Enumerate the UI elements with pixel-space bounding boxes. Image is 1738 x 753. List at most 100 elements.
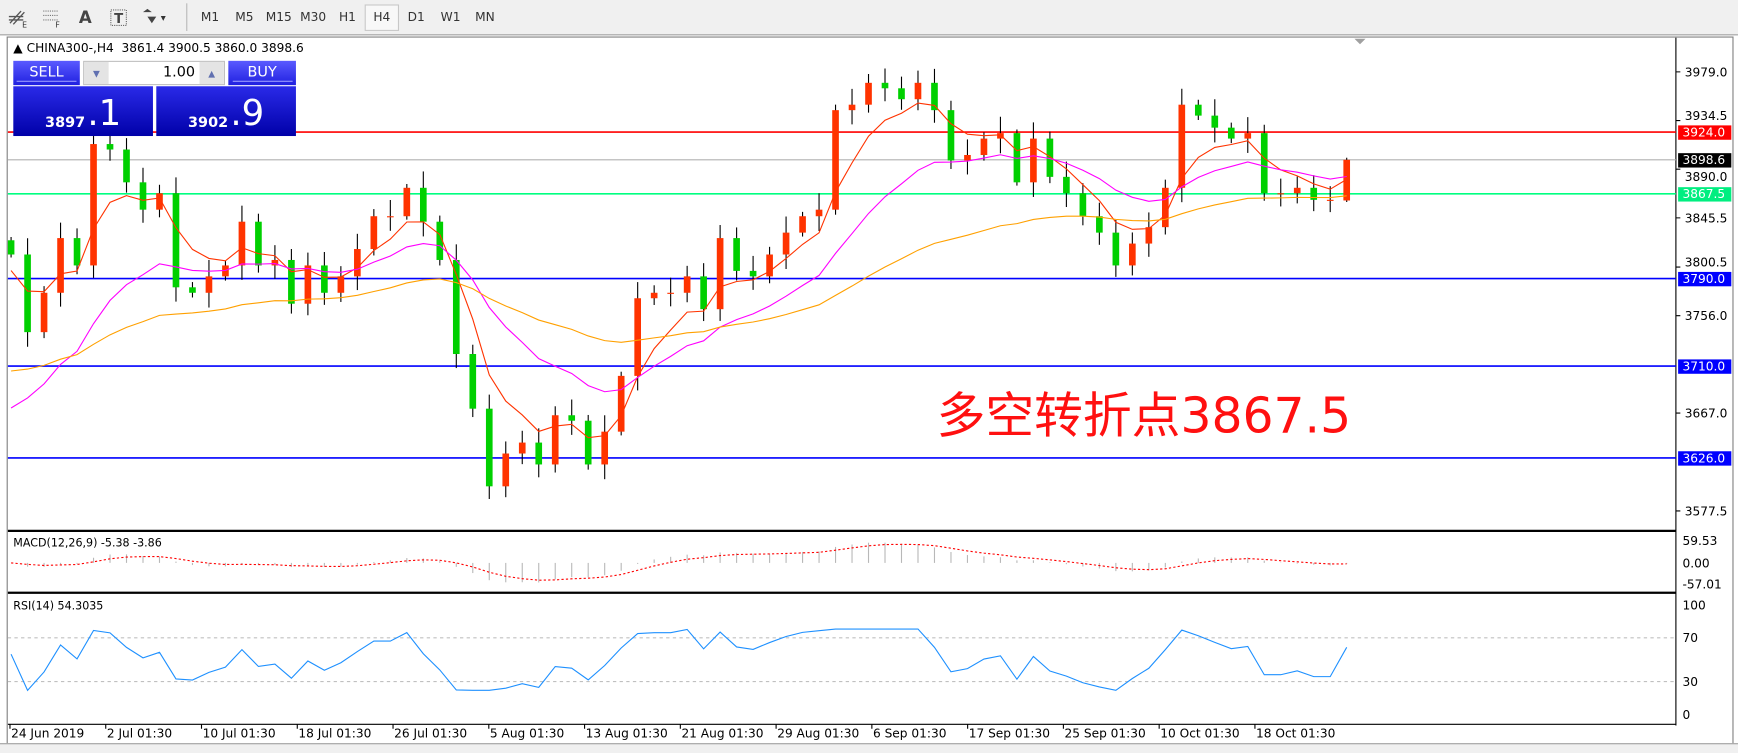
symbol-label: CHINA300-,H4 bbox=[26, 40, 114, 56]
svg-text:F: F bbox=[55, 20, 59, 27]
chart-area[interactable]: 3979.0 3934.5 3890.0 3845.5 3800.5 3756.0 3667… bbox=[6, 36, 1734, 753]
collapse-triangle-icon[interactable]: ▲ bbox=[13, 40, 27, 56]
fibonacci-fan-icon[interactable]: F bbox=[35, 4, 68, 31]
timeframe-m15[interactable]: M15 bbox=[265, 9, 292, 25]
candle bbox=[518, 430, 526, 465]
sell-button[interactable]: SELL bbox=[13, 60, 80, 86]
arrows-dropdown-icon[interactable]: ▾ bbox=[135, 4, 175, 31]
candle bbox=[189, 282, 196, 298]
ma-slow-line bbox=[11, 195, 1347, 372]
candle-body bbox=[535, 442, 543, 465]
candle bbox=[288, 249, 295, 314]
time-label: 13 Aug 01:30 bbox=[586, 727, 668, 741]
decrease-lot-icon[interactable]: ▼ bbox=[84, 61, 109, 85]
timeframe-bar: M1 M5 M15 M30 H1 H4 D1 W1 MN bbox=[193, 2, 502, 32]
buy-label: BUY bbox=[232, 64, 293, 82]
sell-price-main: 3897 bbox=[45, 115, 86, 132]
sell-label: SELL bbox=[16, 64, 77, 82]
candle-body bbox=[997, 133, 1004, 139]
candle-body bbox=[815, 209, 823, 217]
text-label-icon[interactable]: T bbox=[102, 4, 135, 31]
toolbar-separator bbox=[186, 3, 188, 31]
candle bbox=[584, 414, 592, 470]
candle bbox=[1211, 99, 1219, 143]
time-label: 10 Jul 01:30 bbox=[203, 727, 276, 741]
ma-mid-line bbox=[10, 154, 1347, 409]
candle bbox=[24, 238, 31, 347]
drawing-tools: E F A T ▾ bbox=[2, 2, 175, 32]
candle-body bbox=[1145, 227, 1153, 244]
buy-price-main: 3902 bbox=[188, 115, 229, 132]
candle-body bbox=[667, 292, 674, 294]
fibonacci-expansion-icon[interactable]: E bbox=[2, 4, 35, 31]
candle-body bbox=[337, 276, 345, 293]
candle-body bbox=[436, 221, 444, 260]
candle bbox=[1194, 99, 1202, 121]
timeframe-m1[interactable]: M1 bbox=[200, 9, 220, 25]
time-label: 6 Sep 01:30 bbox=[873, 727, 947, 741]
candle-body bbox=[1162, 187, 1169, 228]
level-label: 3710.0 bbox=[1683, 359, 1726, 373]
price-tick-label: 3667.0 bbox=[1685, 406, 1728, 420]
candle bbox=[601, 415, 609, 480]
candle-body bbox=[782, 232, 790, 255]
one-click-trading-panel: SELL ▼ 1.00 ▲ BUY 3897.1 3902.9 bbox=[13, 60, 296, 137]
price-tick-label: 3800.5 bbox=[1685, 255, 1728, 269]
candle-body bbox=[799, 216, 806, 233]
rsi-tick-label: 0 bbox=[1683, 708, 1691, 722]
level-label: 3626.0 bbox=[1683, 451, 1726, 465]
candle-body bbox=[1129, 243, 1136, 266]
candle bbox=[387, 200, 394, 231]
timeframe-h1[interactable]: H1 bbox=[339, 9, 356, 25]
timeframe-d1[interactable]: D1 bbox=[407, 9, 425, 25]
candle bbox=[40, 286, 48, 339]
lot-stepper[interactable]: ▼ 1.00 ▲ bbox=[83, 60, 226, 86]
candle bbox=[90, 130, 97, 278]
buy-button[interactable]: BUY bbox=[228, 60, 296, 86]
candle bbox=[700, 263, 707, 322]
price-chart[interactable]: 3979.0 3934.5 3890.0 3845.5 3800.5 3756.0 3667… bbox=[7, 37, 1733, 751]
candle bbox=[304, 252, 312, 316]
candle-body bbox=[1013, 133, 1021, 183]
candle-body bbox=[1096, 216, 1103, 233]
candle-body bbox=[964, 154, 971, 161]
candle-body bbox=[749, 270, 757, 277]
svg-text:▾: ▾ bbox=[161, 12, 166, 23]
level-label-bg bbox=[1678, 125, 1732, 140]
candle bbox=[815, 193, 823, 231]
candle bbox=[683, 265, 691, 303]
candle-body bbox=[1063, 176, 1070, 194]
candle-body bbox=[1277, 193, 1285, 195]
candle-body bbox=[156, 193, 163, 210]
candle bbox=[749, 255, 757, 290]
candle bbox=[568, 399, 576, 435]
level-label-bg bbox=[1678, 359, 1732, 374]
candle-body bbox=[189, 287, 196, 293]
timeframe-mn[interactable]: MN bbox=[475, 9, 495, 25]
chart-tabs-bar[interactable] bbox=[0, 743, 1738, 753]
candle-body bbox=[238, 221, 246, 266]
candle-body bbox=[1178, 104, 1186, 188]
timeframe-h4[interactable]: H4 bbox=[364, 3, 400, 31]
rsi-tick-label: 70 bbox=[1683, 631, 1698, 645]
candle bbox=[370, 209, 378, 256]
timeframe-m30[interactable]: M30 bbox=[300, 9, 327, 25]
text-icon[interactable]: A bbox=[78, 7, 92, 28]
sell-price-button[interactable]: 3897.1 bbox=[13, 86, 153, 137]
increase-lot-icon[interactable]: ▲ bbox=[199, 61, 224, 85]
ma-fast-line bbox=[10, 102, 1347, 439]
candle bbox=[535, 428, 543, 478]
time-label: 5 Aug 01:30 bbox=[490, 727, 564, 741]
timeframe-m5[interactable]: M5 bbox=[235, 9, 254, 25]
candle-body bbox=[57, 238, 64, 293]
candle bbox=[419, 171, 427, 237]
time-label: 25 Sep 01:30 bbox=[1065, 727, 1146, 741]
time-label: 21 Aug 01:30 bbox=[681, 727, 763, 741]
lot-input[interactable]: 1.00 bbox=[162, 64, 196, 81]
candle-body bbox=[271, 259, 279, 266]
buy-price-button[interactable]: 3902.9 bbox=[156, 86, 296, 137]
candle bbox=[73, 228, 81, 275]
timeframe-w1[interactable]: W1 bbox=[440, 9, 461, 25]
candle-body bbox=[106, 144, 114, 150]
price-tick-label: 3577.5 bbox=[1685, 504, 1728, 518]
